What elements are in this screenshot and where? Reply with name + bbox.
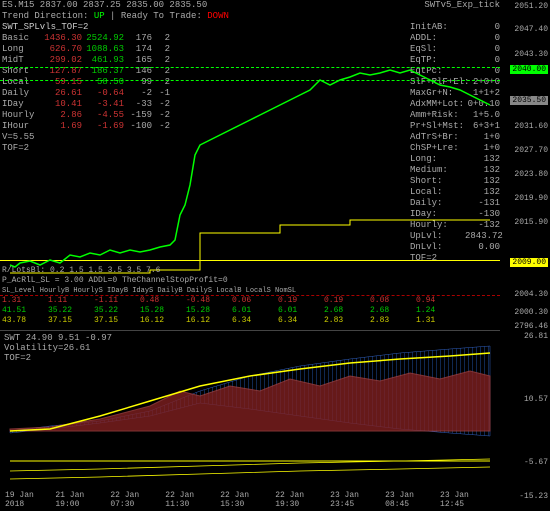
mid-data-table: R/LotsBl: 0.2 1.5 1.5 3.5 3.5 7.6 P_AcRl… (2, 266, 454, 326)
x-axis: 19 Jan 201821 Jan 19:0022 Jan 07:3022 Ja… (0, 491, 500, 509)
oscillator-svg (0, 331, 500, 491)
tof-label: TOF=2 (4, 353, 31, 363)
lower-title: SWT 24.90 9.51 -0.97 (4, 333, 112, 343)
volatility-label: Volatility=26.61 (4, 343, 90, 353)
symbol-title: ES.M15 2837.00 2837.25 2835.00 2835.50 (2, 0, 207, 10)
indicator-name: SWTv5_Exp_tick (424, 0, 500, 10)
oscillator-panel: SWT 24.90 9.51 -0.97 Volatility=26.61 TO… (0, 330, 500, 490)
trading-chart: ES.M15 2837.00 2837.25 2835.00 2835.50 S… (0, 0, 550, 511)
